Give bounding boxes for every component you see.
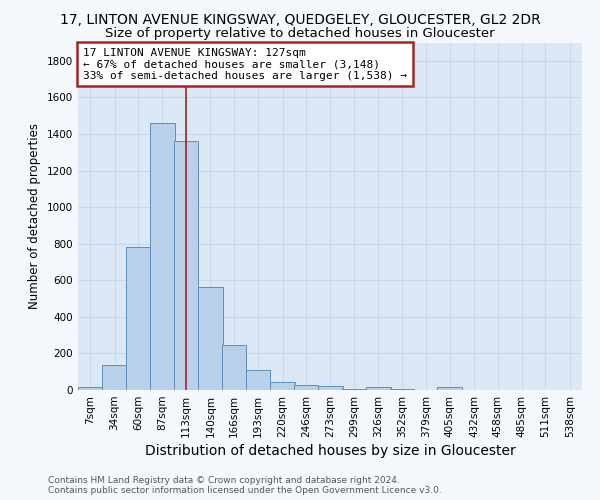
Bar — [78, 388, 103, 390]
Text: Size of property relative to detached houses in Gloucester: Size of property relative to detached ho… — [105, 28, 495, 40]
Bar — [294, 386, 318, 390]
Text: Contains HM Land Registry data © Crown copyright and database right 2024.
Contai: Contains HM Land Registry data © Crown c… — [48, 476, 442, 495]
Bar — [318, 386, 343, 390]
Bar — [437, 386, 462, 390]
Bar — [150, 123, 175, 390]
Bar — [174, 142, 198, 390]
X-axis label: Distribution of detached houses by size in Gloucester: Distribution of detached houses by size … — [145, 444, 515, 458]
Bar — [126, 248, 150, 390]
Bar — [103, 366, 127, 390]
Y-axis label: Number of detached properties: Number of detached properties — [28, 123, 41, 309]
Bar — [366, 388, 391, 390]
Text: 17 LINTON AVENUE KINGSWAY: 127sqm
← 67% of detached houses are smaller (3,148)
3: 17 LINTON AVENUE KINGSWAY: 127sqm ← 67% … — [83, 48, 407, 81]
Bar — [271, 382, 295, 390]
Text: 17, LINTON AVENUE KINGSWAY, QUEDGELEY, GLOUCESTER, GL2 2DR: 17, LINTON AVENUE KINGSWAY, QUEDGELEY, G… — [59, 12, 541, 26]
Bar — [221, 345, 246, 390]
Bar — [198, 286, 223, 390]
Bar — [342, 388, 366, 390]
Bar — [246, 370, 271, 390]
